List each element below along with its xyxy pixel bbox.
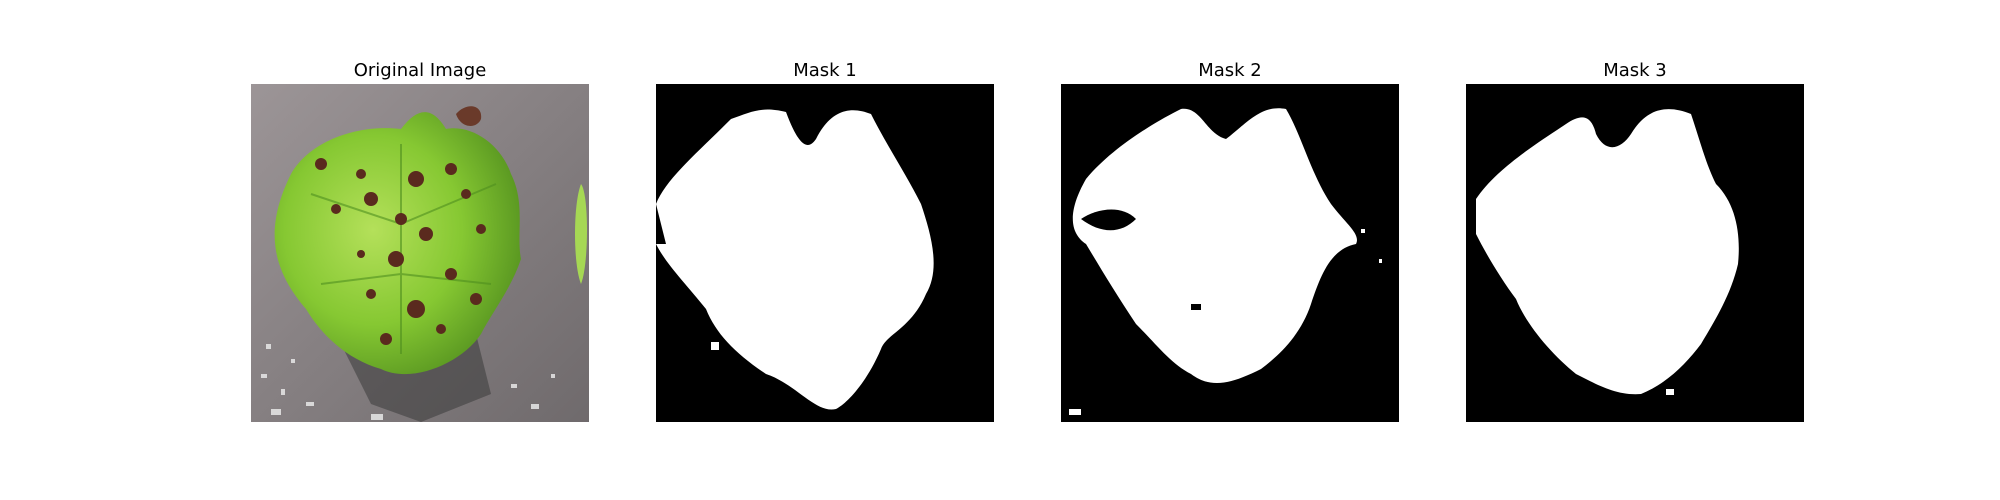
panel-title: Mask 1 [793, 60, 857, 81]
panel-title: Original Image [353, 60, 487, 81]
leaf-photo [251, 84, 589, 422]
panel-mask-3: Mask 3 [1466, 58, 1804, 422]
panel-title: Mask 3 [1603, 60, 1667, 81]
panel-title: Mask 2 [1198, 60, 1262, 81]
panel-original-image: Original Image [251, 58, 589, 422]
mask-1-image [656, 84, 994, 422]
mask-3-image [1466, 84, 1804, 422]
mask-2-image [1061, 84, 1399, 422]
panel-mask-1: Mask 1 [656, 58, 994, 422]
panel-mask-2: Mask 2 [1061, 58, 1399, 422]
